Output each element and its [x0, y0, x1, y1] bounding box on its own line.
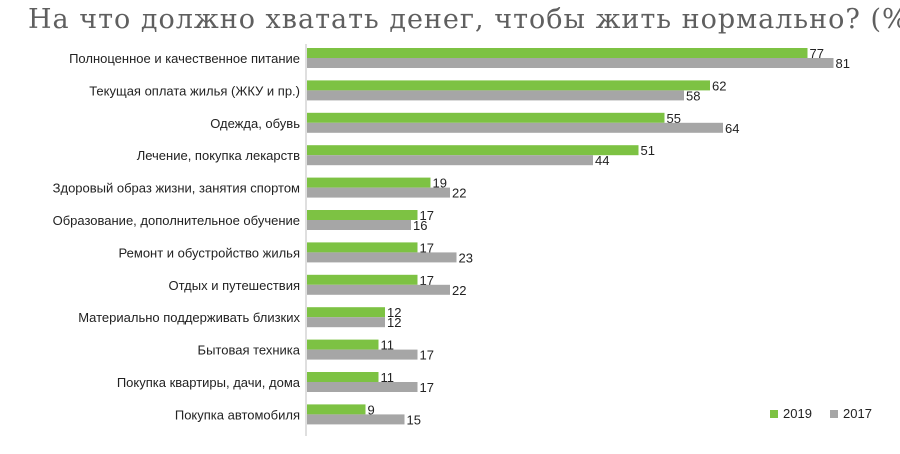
category-label: Лечение, покупка лекарств [137, 148, 300, 163]
legend-label-2019: 2019 [783, 406, 812, 421]
bar-2019 [307, 274, 418, 285]
value-label-2019: 17 [420, 208, 434, 223]
bar-2017 [307, 122, 723, 133]
value-label-2017: 22 [452, 283, 466, 298]
category-label: Покупка квартиры, дачи, дома [117, 375, 301, 390]
bar-2019 [307, 210, 418, 220]
value-label-2019: 55 [667, 111, 681, 126]
category-label: Материально поддерживать близких [78, 310, 300, 325]
value-label-2019: 17 [420, 240, 434, 255]
bar-2017 [307, 414, 405, 425]
value-label-2019: 17 [420, 273, 434, 288]
bar-2017 [307, 349, 418, 360]
legend-swatch-2019 [770, 410, 778, 418]
value-label-2017: 44 [595, 153, 609, 168]
category-label: Полноценное и качественное питание [69, 51, 300, 66]
bar-2019 [307, 112, 665, 123]
category-label: Одежда, обувь [210, 116, 300, 131]
category-label: Образование, дополнительное обучение [53, 213, 300, 228]
legend: 2019 2017 [770, 406, 872, 421]
category-label: Бытовая техника [198, 343, 301, 358]
value-label-2019: 12 [387, 305, 401, 320]
bar-2019 [307, 242, 418, 253]
value-label-2017: 64 [725, 121, 739, 136]
bar-2017 [307, 382, 418, 392]
bar-2017 [307, 187, 450, 198]
bar-2019 [307, 307, 385, 318]
value-label-2017: 17 [420, 348, 434, 363]
bar-2019 [307, 372, 379, 382]
bar-2019 [307, 48, 808, 58]
value-label-2019: 51 [641, 143, 655, 158]
value-label-2017: 17 [420, 380, 434, 395]
bar-2017 [307, 90, 684, 101]
bar-2017 [307, 252, 457, 263]
chart-title: На что должно хватать денег, чтобы жить … [28, 4, 900, 35]
bar-2019 [307, 177, 431, 188]
bar-2019 [307, 339, 379, 350]
value-label-2019: 9 [368, 402, 375, 417]
value-label-2017: 22 [452, 186, 466, 201]
value-label-2017: 15 [407, 412, 421, 427]
value-label-2017: 81 [836, 56, 850, 71]
bar-2017 [307, 284, 450, 295]
category-label: Ремонт и обустройство жилья [119, 245, 300, 260]
category-label: Текущая оплата жилья (ЖКУ и пр.) [89, 83, 300, 98]
bar-2017 [307, 220, 411, 230]
value-label-2017: 12 [387, 315, 401, 330]
bars-layer: Полноценное и качественное питание 77 81 Те… [53, 46, 850, 427]
value-label-2017: 16 [413, 218, 427, 233]
legend-label-2017: 2017 [843, 406, 872, 421]
value-label-2019: 62 [712, 78, 726, 93]
value-label-2019: 11 [381, 338, 395, 353]
bar-2017 [307, 155, 593, 166]
bar-2017 [307, 58, 834, 68]
bar-2017 [307, 317, 385, 328]
value-label-2019: 77 [810, 46, 824, 61]
bar-2019 [307, 80, 710, 91]
category-label: Покупка автомобиля [175, 407, 300, 422]
value-label-2017: 23 [459, 250, 473, 265]
value-label-2019: 11 [381, 370, 395, 385]
bar-2019 [307, 404, 366, 415]
bar-2019 [307, 145, 639, 156]
legend-swatch-2017 [830, 410, 838, 418]
category-label: Отдых и путешествия [169, 278, 300, 293]
category-label: Здоровый образ жизни, занятия спортом [53, 181, 300, 196]
value-label-2019: 19 [433, 176, 447, 191]
value-label-2017: 58 [686, 88, 700, 103]
